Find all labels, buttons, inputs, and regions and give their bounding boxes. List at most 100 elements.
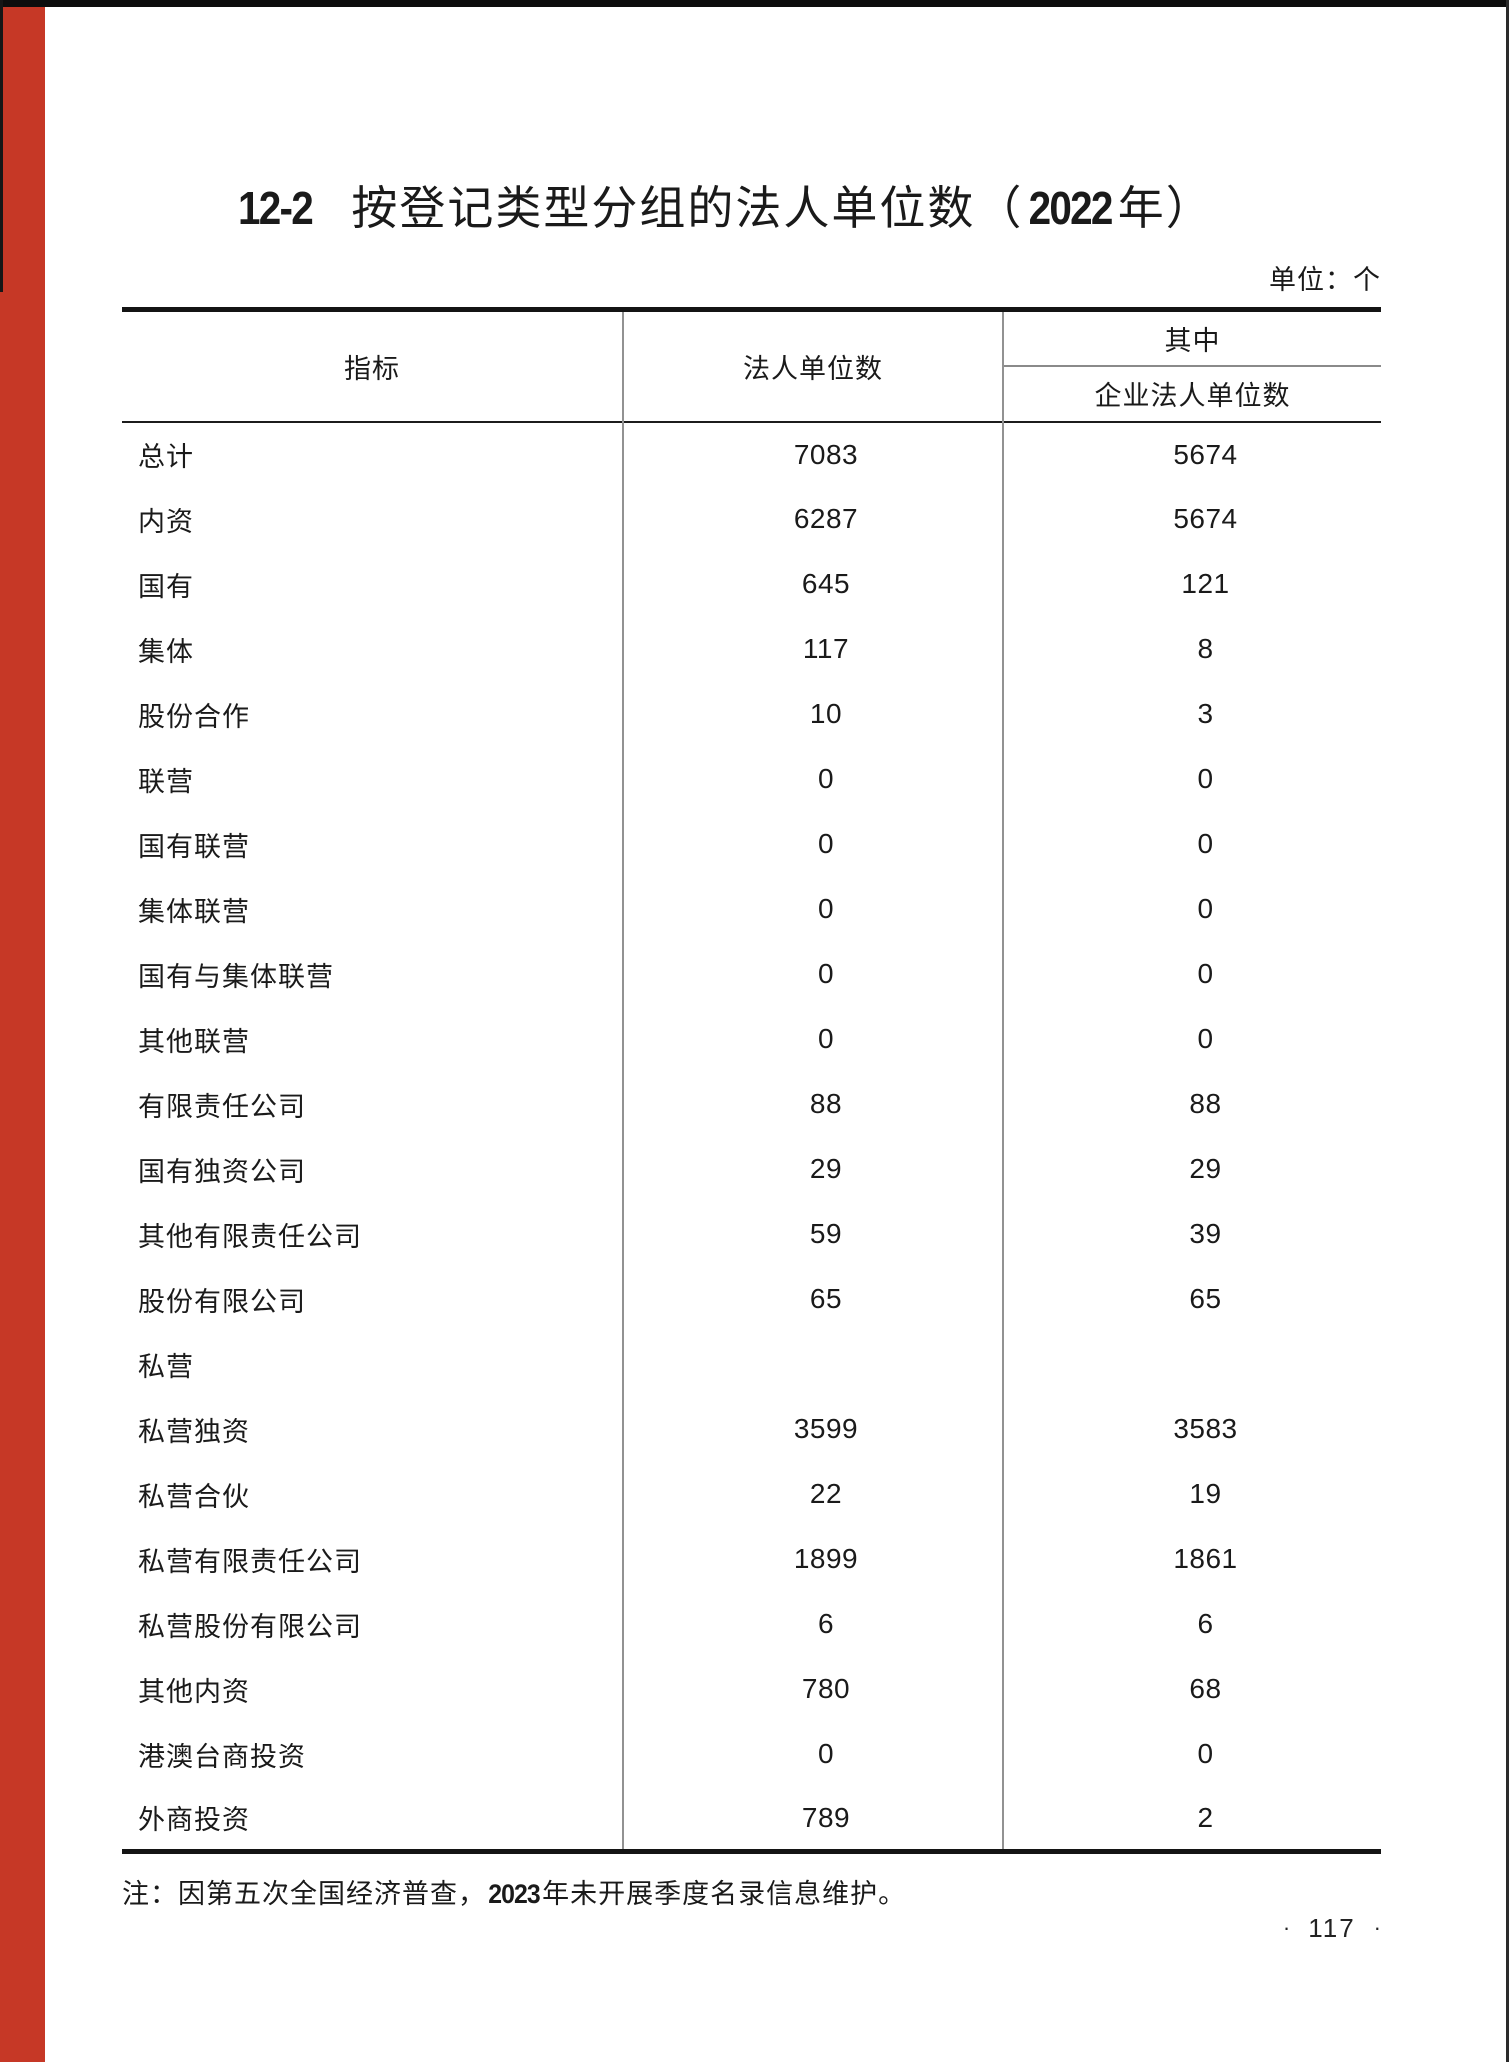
row-total-value: 29: [623, 1136, 1004, 1202]
row-label: 私营独资: [122, 1396, 624, 1462]
page-number-left-dot: ·: [1282, 1915, 1291, 1940]
row-total-value: 3599: [623, 1396, 1004, 1462]
row-enterprise-value: 5674: [1173, 438, 1238, 470]
row-enterprise-value: 0: [1197, 893, 1214, 924]
row-total-value: 6: [623, 1591, 1004, 1657]
data-table: 指标 法人单位数 其中 企业法人单位数 总计 7083 5674 内资 6287…: [122, 307, 1381, 1854]
row-label: 港澳台商投资: [122, 1721, 624, 1787]
title-open-paren: （: [975, 183, 1024, 234]
row-enterprise-value: 3: [1197, 698, 1214, 729]
table-row: 集体 117 8: [122, 616, 1381, 682]
table-row: 国有与集体联营 0 0: [122, 941, 1381, 1007]
page-number: · 117 ·: [1283, 1913, 1381, 1944]
footnote-suffix: 年未开展季度名录信息维护。: [542, 1879, 907, 1909]
row-label: 私营: [122, 1331, 624, 1397]
table-row: 私营股份有限公司 6 6: [122, 1591, 1381, 1657]
row-total-value: 117: [623, 616, 1004, 682]
footnote-prefix: 注：因第五次全国经济普查，: [122, 1879, 486, 1909]
row-total-value: 10: [623, 681, 1004, 747]
row-enterprise-value: 39: [1189, 1218, 1222, 1249]
row-label: 其他有限责任公司: [122, 1201, 624, 1267]
row-enterprise-value: 0: [1197, 1023, 1214, 1054]
page-edge-red-strip: [0, 0, 45, 2062]
table-body: 总计 7083 5674 内资 6287 5674 国有 645 121 集体 …: [122, 421, 1381, 1852]
footnote: 注：因第五次全国经济普查，2023年未开展季度名录信息维护。: [122, 1872, 1381, 1911]
row-total-value: 780: [623, 1656, 1004, 1722]
row-total-value: 88: [623, 1071, 1004, 1137]
row-enterprise-value: 0: [1197, 763, 1214, 794]
row-label: 外商投资: [122, 1786, 624, 1852]
row-label: 其他联营: [122, 1006, 624, 1072]
row-label: 股份合作: [122, 681, 624, 747]
table-row: 集体联营 0 0: [122, 876, 1381, 942]
row-enterprise-value: 121: [1181, 568, 1230, 599]
table-row: 私营: [122, 1331, 1381, 1397]
row-enterprise-value: 65: [1189, 1283, 1222, 1314]
header-indicator: 指标: [122, 309, 624, 422]
table-row: 其他内资 780 68: [122, 1656, 1381, 1722]
row-total-value: 789: [623, 1786, 1004, 1852]
row-label: 私营有限责任公司: [122, 1526, 624, 1592]
row-enterprise-value: 2: [1197, 1801, 1214, 1833]
table-row: 私营有限责任公司 1899 1861: [122, 1526, 1381, 1592]
row-total-value: 0: [623, 1721, 1004, 1787]
table-header: 指标 法人单位数 其中 企业法人单位数: [122, 309, 1381, 422]
page-number-right-dot: ·: [1373, 1915, 1381, 1940]
row-label: 私营合伙: [122, 1461, 624, 1527]
row-label: 集体: [122, 616, 624, 682]
row-label: 国有: [122, 551, 624, 617]
footnote-year: 2023: [488, 1879, 541, 1909]
row-total-value: 59: [623, 1201, 1004, 1267]
row-total-value: [623, 1331, 1004, 1397]
row-enterprise-value: 0: [1197, 828, 1214, 859]
table-row: 私营合伙 22 19: [122, 1461, 1381, 1527]
title-close-paren: 年）: [1117, 183, 1214, 234]
row-total-value: 0: [623, 876, 1004, 942]
table-number: 12-2: [238, 182, 314, 234]
row-label: 总计: [122, 421, 624, 487]
scan-border-top: [0, 0, 1509, 7]
row-enterprise-value: [1003, 1332, 1381, 1397]
row-enterprise-value: 29: [1189, 1153, 1222, 1184]
row-enterprise-value: 0: [1197, 958, 1214, 989]
header-enterprise: 企业法人单位数: [1094, 381, 1291, 411]
row-label: 集体联营: [122, 876, 624, 942]
row-total-value: 0: [623, 1006, 1004, 1072]
row-enterprise-value: 0: [1197, 1738, 1214, 1769]
table-row: 港澳台商投资 0 0: [122, 1721, 1381, 1787]
row-label: 其他内资: [122, 1656, 624, 1722]
row-label: 有限责任公司: [122, 1071, 624, 1137]
row-total-value: 65: [623, 1266, 1004, 1332]
row-label: 联营: [122, 746, 624, 812]
table-row: 国有联营 0 0: [122, 811, 1381, 877]
row-enterprise-value: 88: [1189, 1088, 1222, 1119]
row-label: 国有独资公司: [122, 1136, 624, 1202]
table-row: 外商投资 789 2: [122, 1786, 1381, 1852]
row-enterprise-value: 1861: [1173, 1543, 1238, 1574]
table-row: 股份有限公司 65 65: [122, 1266, 1381, 1332]
table-row: 国有独资公司 29 29: [122, 1136, 1381, 1202]
row-label: 国有与集体联营: [122, 941, 624, 1007]
title-year: 2022: [1029, 182, 1114, 234]
row-enterprise-value: 8: [1197, 633, 1214, 664]
table-row: 股份合作 10 3: [122, 681, 1381, 747]
table-row: 其他联营 0 0: [122, 1006, 1381, 1072]
row-enterprise-value: 19: [1189, 1478, 1222, 1509]
table-row: 私营独资 3599 3583: [122, 1396, 1381, 1462]
row-label: 国有联营: [122, 811, 624, 877]
row-total-value: 0: [623, 941, 1004, 1007]
unit-label: 单位：个: [1269, 265, 1381, 295]
title-text: 按登记类型分组的法人单位数: [351, 183, 976, 234]
row-enterprise-value: 5674: [1173, 503, 1238, 534]
scan-border-right: [1506, 0, 1509, 2062]
page-number-value: 117: [1308, 1913, 1356, 1943]
table-row: 总计 7083 5674: [122, 421, 1381, 487]
row-label: 内资: [122, 486, 624, 552]
page-title: 12-2 按登记类型分组的法人单位数（ 2022 年）: [94, 172, 1353, 238]
row-total-value: 1899: [623, 1526, 1004, 1592]
row-total-value: 7083: [623, 421, 1004, 487]
table-row: 内资 6287 5674: [122, 486, 1381, 552]
table-row: 国有 645 121: [122, 551, 1381, 617]
header-total: 法人单位数: [623, 309, 1004, 422]
